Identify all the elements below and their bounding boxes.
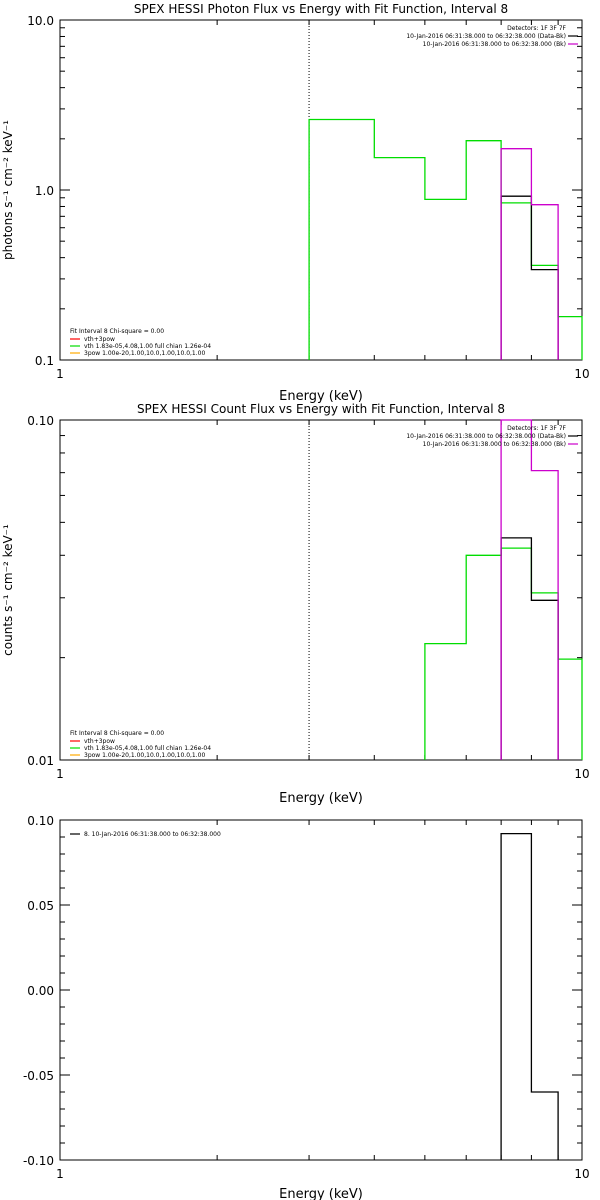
axis-ticks: 1 10 0.1 1.0 10.0 — [27, 14, 589, 381]
data-series — [424, 419, 583, 760]
legend-bottom-left: Fit Interval 8 Chi-square = 0.00 vth+3po… — [70, 328, 211, 357]
y-tick-label: 10.0 — [27, 14, 54, 28]
chart-title: SPEX HESSI Photon Flux vs Energy with Fi… — [134, 2, 508, 16]
y-tick-label: 0.10 — [27, 414, 54, 428]
legend-item: 3pow 1.00e-20,1.00,10.0,1.00,10.0,1.00 — [84, 350, 205, 357]
histogram-series — [424, 547, 583, 760]
y-tick-label: 0.10 — [27, 814, 54, 828]
data-series — [500, 832, 559, 1160]
x-tick-label: 1 — [56, 367, 64, 381]
legend-detectors-title: Detectors: 1F 3F 7F — [507, 25, 566, 32]
legend-item: 10-Jan-2016 06:31:38.000 to 06:32:38.000… — [423, 41, 566, 48]
x-axis-label: Energy (keV) — [279, 1187, 363, 1200]
x-tick-label: 1 — [56, 767, 64, 781]
plot-frame — [59, 419, 583, 761]
y-axis-label: photons s⁻¹ cm⁻² keV⁻¹ — [1, 120, 15, 260]
legend-item: 10-Jan-2016 06:31:38.000 to 06:32:38.000… — [406, 33, 566, 40]
y-tick-label: -0.05 — [23, 1069, 54, 1083]
axis-ticks: 1 10 0.01 0.10 — [27, 414, 589, 781]
legend-item: 10-Jan-2016 06:31:38.000 to 06:32:38.000… — [406, 433, 566, 440]
photon-flux-panel: SPEX HESSI Photon Flux vs Energy with Fi… — [1, 2, 590, 404]
y-tick-label: 0.05 — [27, 899, 54, 913]
residuals-panel: 1 10 -0.10 -0.05 0.00 0.05 0.10 Energy (keV) 8… — [23, 814, 590, 1200]
y-tick-label: 0.00 — [27, 984, 54, 998]
axis-ticks: 1 10 -0.10 -0.05 0.00 0.05 0.10 — [23, 814, 590, 1181]
count-flux-panel: SPEX HESSI Count Flux vs Energy with Fit… — [1, 402, 590, 806]
x-axis-label: Energy (keV) — [279, 791, 363, 806]
plot-frame — [59, 819, 583, 1161]
legend-item: 8. 10-Jan-2016 06:31:38.000 to 06:32:38.… — [84, 831, 221, 838]
legend-item: vth 1.83e-05,4.08,1.00 full chian 1.26e-… — [84, 343, 211, 350]
y-tick-label: -0.10 — [23, 1154, 54, 1168]
x-tick-label: 1 — [56, 1167, 64, 1181]
legend-top-right: Detectors: 1F 3F 7F 10-Jan-2016 06:31:38… — [406, 425, 578, 448]
histogram-series — [500, 832, 559, 1160]
y-tick-label: 0.1 — [35, 354, 54, 368]
histogram-series — [308, 118, 583, 360]
legend-top-left: 8. 10-Jan-2016 06:31:38.000 to 06:32:38.… — [70, 831, 221, 838]
histogram-series — [500, 537, 559, 760]
legend-fit-title: Fit Interval 8 Chi-square = 0.00 — [70, 328, 164, 335]
y-tick-label: 0.01 — [27, 754, 54, 768]
legend-fit-title: Fit Interval 8 Chi-square = 0.00 — [70, 730, 164, 737]
histogram-series — [500, 148, 559, 360]
legend-detectors-title: Detectors: 1F 3F 7F — [507, 425, 566, 432]
x-tick-label: 10 — [574, 1167, 589, 1181]
histogram-series — [500, 195, 559, 360]
histogram-series — [500, 419, 559, 760]
legend-item: vth+3pow — [84, 336, 115, 343]
x-tick-label: 10 — [574, 767, 589, 781]
y-tick-label: 1.0 — [35, 184, 54, 198]
legend-item: vth+3pow — [84, 738, 115, 745]
data-series — [308, 118, 583, 360]
plot-frame — [59, 19, 583, 361]
legend-item: vth 1.83e-05,4.08,1.00 full chian 1.26e-… — [84, 745, 211, 752]
chart-title: SPEX HESSI Count Flux vs Energy with Fit… — [137, 402, 505, 416]
y-axis-label: counts s⁻¹ cm⁻² keV⁻¹ — [1, 524, 15, 656]
legend-bottom-left: Fit Interval 8 Chi-square = 0.00 vth+3po… — [70, 730, 211, 759]
legend-top-right: Detectors: 1F 3F 7F 10-Jan-2016 06:31:38… — [406, 25, 578, 48]
legend-item: 3pow 1.00e-20,1.00,10.0,1.00,10.0,1.00 — [84, 752, 205, 759]
x-tick-label: 10 — [574, 367, 589, 381]
legend-item: 10-Jan-2016 06:31:38.000 to 06:32:38.000… — [423, 441, 566, 448]
x-axis-label: Energy (keV) — [279, 389, 363, 404]
